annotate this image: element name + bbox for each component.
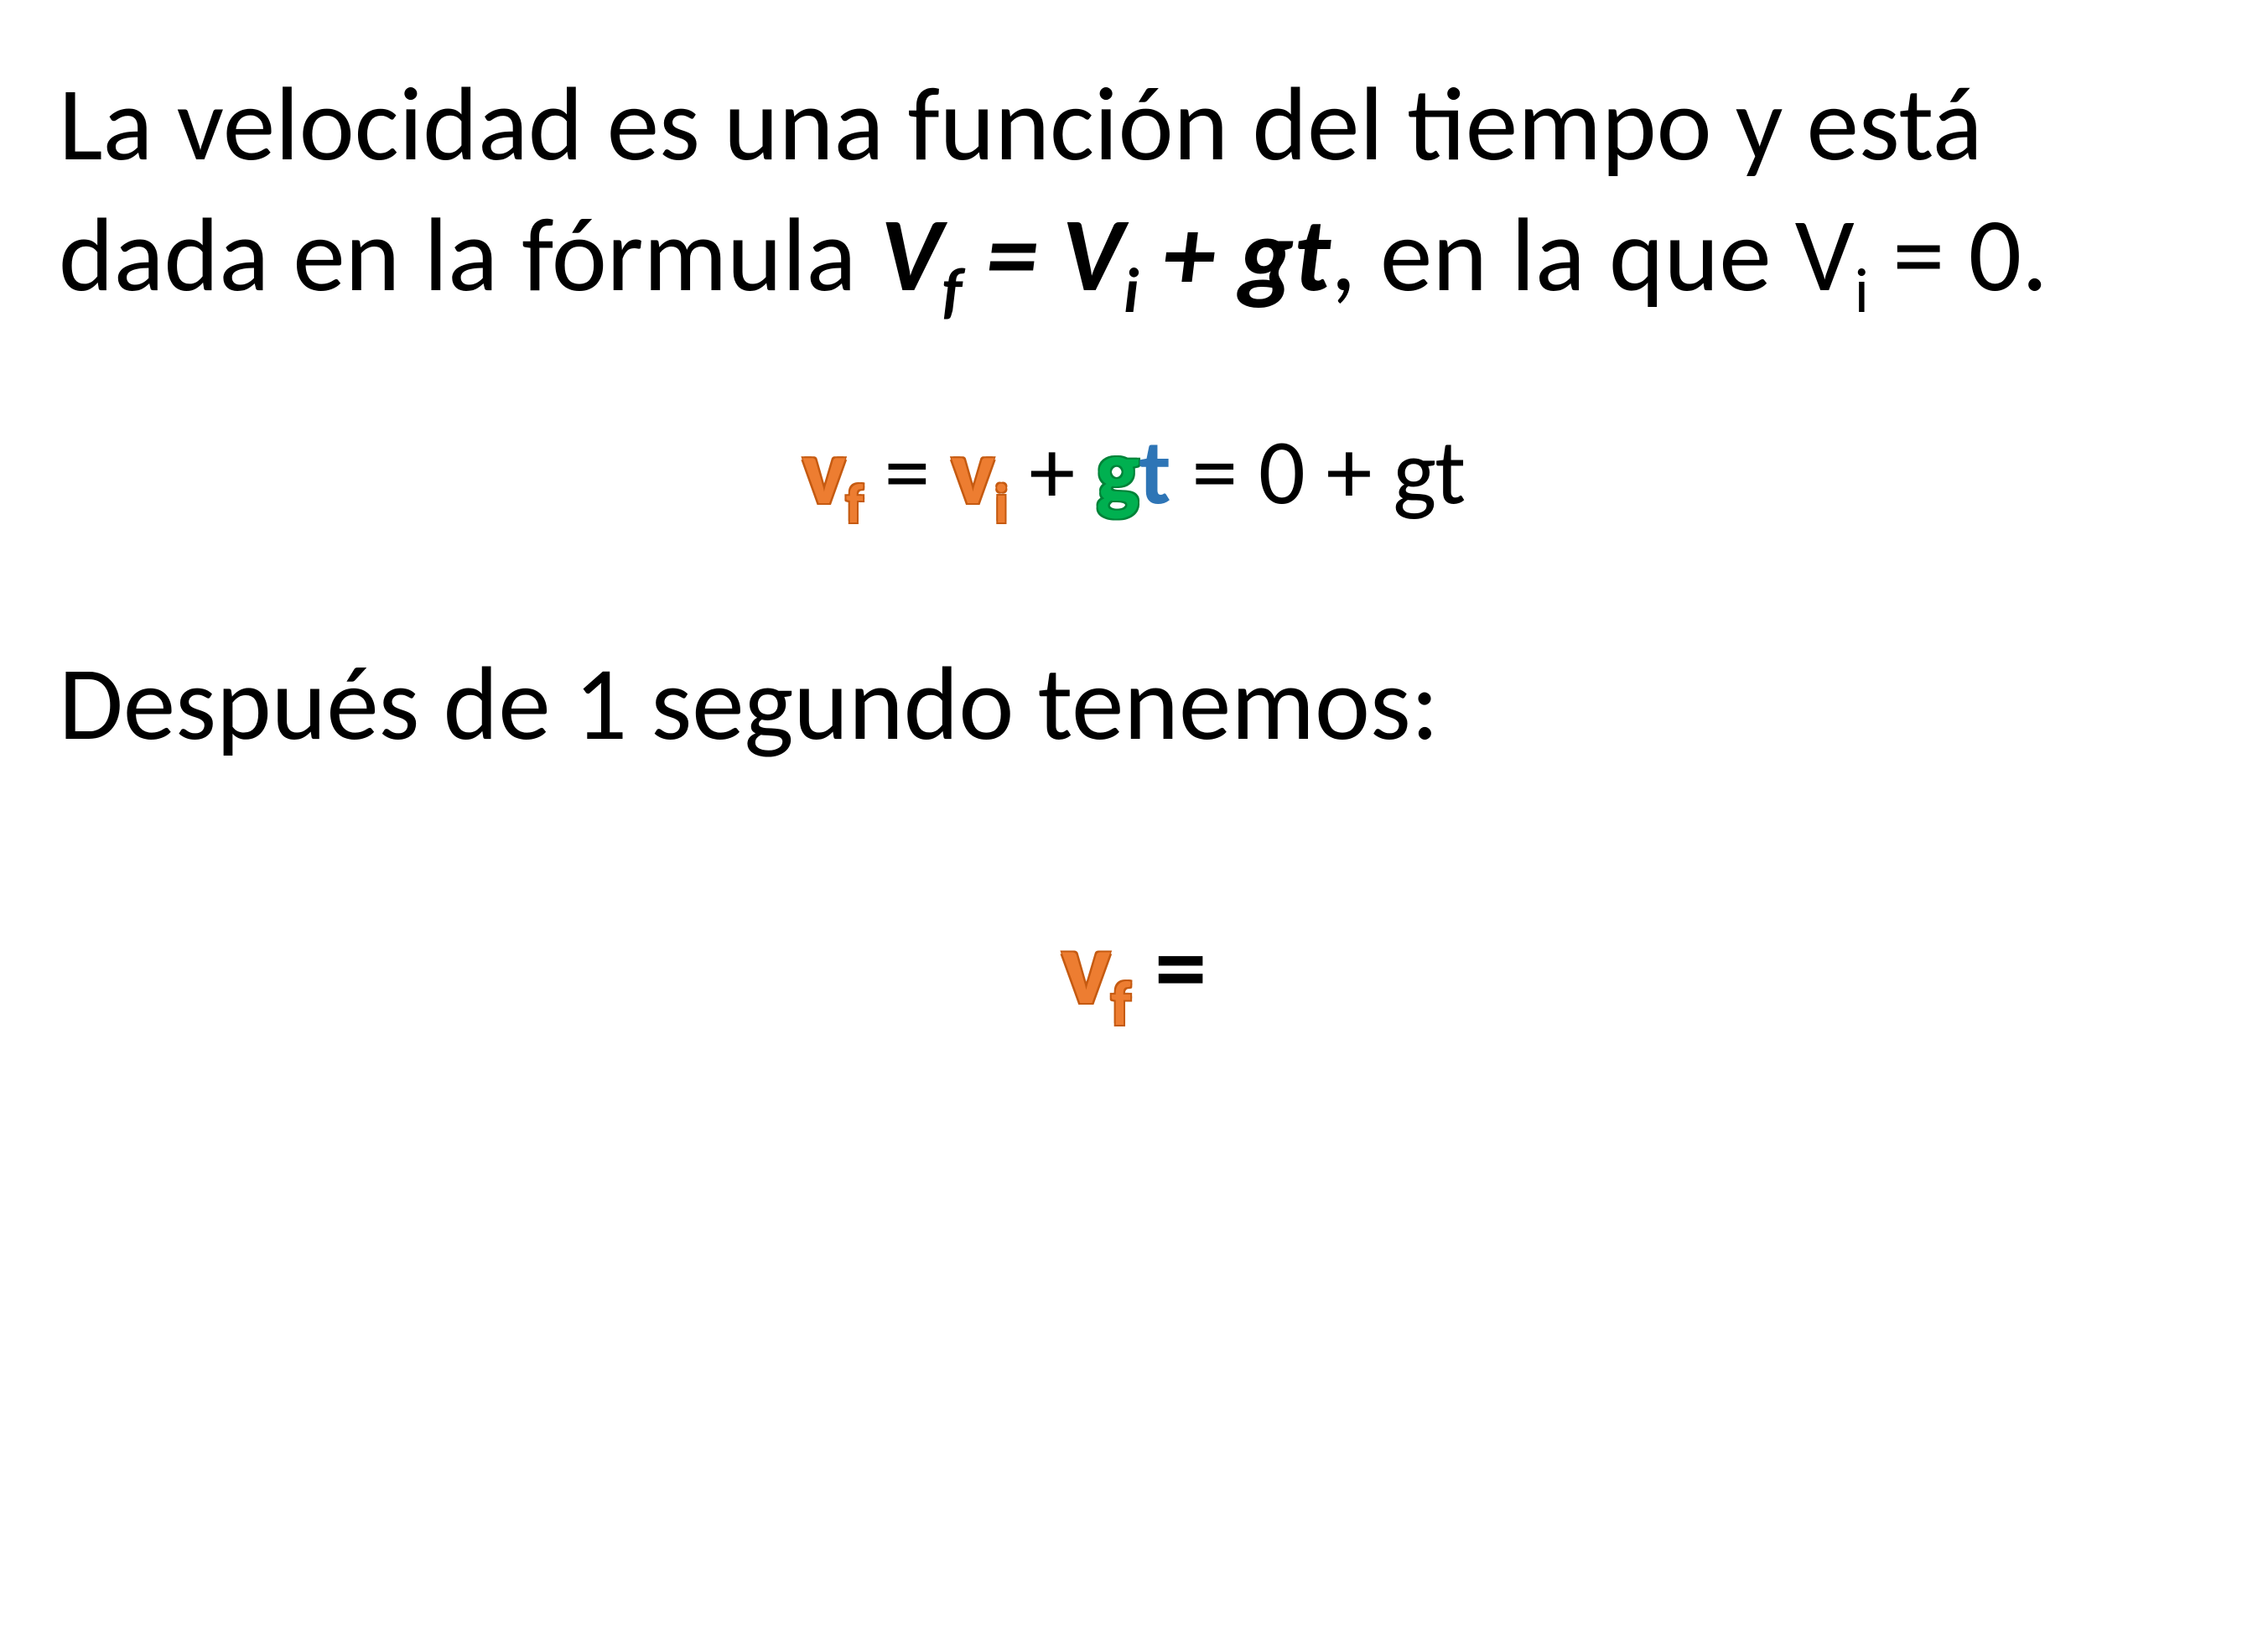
eq1-vf-v: v	[802, 415, 846, 528]
eq2-vf-sub: f	[1111, 966, 1131, 1042]
formula-gt: gt	[1238, 190, 1330, 319]
eq2-equals: =	[1131, 903, 1207, 1031]
formula-vi-v: V	[1061, 190, 1124, 319]
physics-slide: La velocidad es una función del tiempo y…	[0, 0, 2268, 1642]
intro-text-post2: = 0.	[1869, 190, 2048, 319]
formula-vi-sub: i	[1124, 253, 1139, 330]
eq1-equals-1: =	[864, 415, 952, 528]
paragraph-intro: La velocidad es una función del tiempo y…	[59, 59, 2209, 331]
eq1-rest: = 0 + gt	[1171, 415, 1466, 528]
equation-line-1: vf = vi + gt = 0 + gt	[59, 415, 2209, 538]
paragraph-after-1s: Después de 1 segundo tenemos:	[59, 638, 2209, 769]
eq1-t: t	[1139, 415, 1170, 528]
eq1-g: g	[1096, 415, 1139, 528]
intro-text-post1-sub: i	[1855, 253, 1869, 330]
formula-vf-sub: f	[942, 253, 963, 330]
formula-eq-sign: =	[962, 190, 1061, 319]
eq1-vi-sub: i	[994, 470, 1008, 538]
equation-line-2: vf =	[59, 903, 2209, 1042]
intro-text-post1: , en la que V	[1331, 190, 1855, 319]
eq1-vi-v: v	[951, 415, 994, 528]
formula-vf-v: V	[880, 190, 942, 319]
eq1-vf-sub: f	[846, 470, 864, 538]
eq2-vf-v: v	[1061, 903, 1111, 1031]
formula-plus: +	[1139, 190, 1238, 319]
eq1-plus: +	[1008, 415, 1096, 528]
after-1s-text: Después de 1 segundo tenemos:	[59, 639, 1439, 767]
